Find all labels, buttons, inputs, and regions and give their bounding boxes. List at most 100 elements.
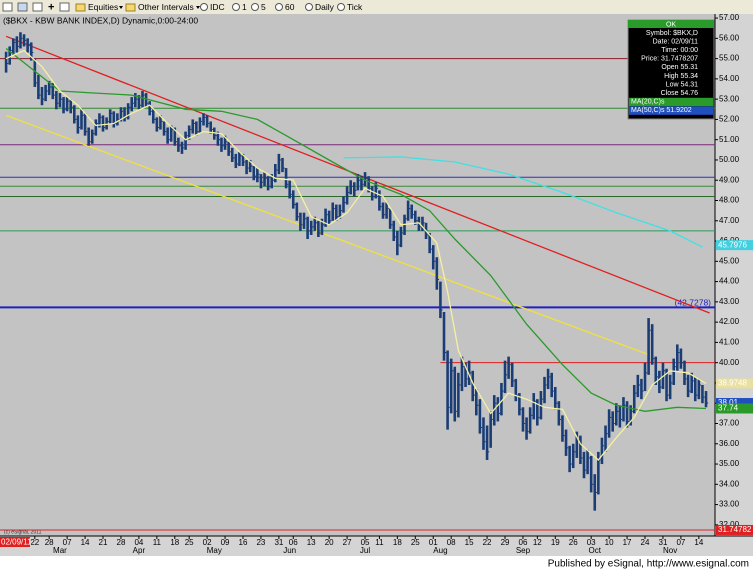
y-tick-label: 48.00 <box>719 196 740 205</box>
x-tick-label: 22 <box>483 538 492 547</box>
month-label: Jul <box>360 546 370 555</box>
radio-button[interactable] <box>337 3 345 11</box>
x-tick-label: 12 <box>533 538 542 547</box>
icon[interactable] <box>2 2 13 12</box>
x-tick-label: 22 <box>30 538 39 547</box>
y-tick-label: 37.00 <box>719 419 740 428</box>
toolbar-item[interactable]: 5 <box>261 2 266 12</box>
folder-icon[interactable] <box>75 3 86 12</box>
y-tick-label: 47.00 <box>719 216 740 225</box>
cursor-date-box <box>0 537 30 547</box>
x-tick-label: 07 <box>676 538 685 547</box>
info-study-box <box>629 97 713 107</box>
radio-button[interactable] <box>275 3 283 11</box>
y-tick-label: 36.00 <box>719 439 740 448</box>
info-line: Price: 31.7478207 <box>641 56 698 63</box>
dropdown-arrow[interactable] <box>196 6 200 9</box>
icon[interactable] <box>17 2 28 12</box>
y-tick-label: 49.00 <box>719 175 740 184</box>
x-tick-label: 06 <box>519 538 528 547</box>
x-tick-label: 18 <box>393 538 402 547</box>
x-tick-label: 28 <box>45 538 54 547</box>
icon[interactable] <box>59 2 70 12</box>
y-tick-label: 40.00 <box>719 358 740 367</box>
price-label: 31.74782 <box>718 525 752 534</box>
x-tick-label: 09 <box>221 538 230 547</box>
x-tick-label: 27 <box>343 538 352 547</box>
info-header-text: OK <box>666 21 676 28</box>
icon[interactable]: + <box>48 1 54 13</box>
y-tick-label: 50.00 <box>719 155 740 164</box>
toolbar-item[interactable]: Equities <box>88 2 118 12</box>
cursor-date: 02/09/11 <box>1 538 32 547</box>
x-tick-label: 14 <box>81 538 90 547</box>
toolbar-item[interactable]: Other Intervals <box>138 2 194 12</box>
toolbar-item[interactable]: IDC <box>210 2 225 12</box>
y-tick-label: 43.00 <box>719 297 740 306</box>
radio-button[interactable] <box>251 3 259 11</box>
moving-average <box>5 49 707 461</box>
moving-average <box>343 156 703 248</box>
icon[interactable] <box>32 2 43 12</box>
x-tick-label: 31 <box>274 538 283 547</box>
x-tick-label: 29 <box>501 538 510 547</box>
footer: Published by eSignal, http://www.esignal… <box>548 559 749 570</box>
price-axis <box>715 14 753 536</box>
x-tick-label: 15 <box>465 538 474 547</box>
x-tick-label: 08 <box>447 538 456 547</box>
x-tick-label: 18 <box>170 538 179 547</box>
x-tick-label: 20 <box>325 538 334 547</box>
price-label: 38.01 <box>718 398 739 407</box>
x-tick-label: 13 <box>307 538 316 547</box>
price-label-box <box>716 378 753 389</box>
info-line: Low 54.31 <box>666 81 698 88</box>
folder-icon[interactable] <box>125 3 136 12</box>
date-axis <box>0 536 753 556</box>
dropdown-arrow[interactable] <box>119 6 123 9</box>
radio-button[interactable] <box>305 3 313 11</box>
toolbar-item[interactable]: Daily <box>315 2 335 12</box>
y-tick-label: 41.00 <box>719 338 740 347</box>
radio-button[interactable] <box>232 3 240 11</box>
y-tick-label: 56.00 <box>719 33 740 42</box>
y-tick-label: 32.00 <box>719 520 740 529</box>
price-label: 37.74 <box>718 404 739 413</box>
y-tick-label: 45.00 <box>719 256 740 265</box>
x-tick-label: 17 <box>623 538 632 547</box>
info-study: MA(50,C)s 51.9202 <box>631 107 692 114</box>
y-tick-label: 52.00 <box>719 115 740 124</box>
footer-bar <box>0 556 753 572</box>
x-tick-label: 24 <box>641 538 650 547</box>
y-tick-label: 33.00 <box>719 500 740 509</box>
toolbar-icons: + <box>2 1 136 13</box>
radio-button[interactable] <box>200 3 208 11</box>
toolbar-item[interactable]: Tick <box>347 2 363 12</box>
x-tick-label: 25 <box>185 538 194 547</box>
info-line: High 55.34 <box>664 73 698 80</box>
x-tick-label: 02 <box>203 538 212 547</box>
x-tick-label: 07 <box>63 538 72 547</box>
x-tick-label: 03 <box>587 538 596 547</box>
toolbar-item[interactable]: 60 <box>285 2 295 12</box>
info-line: Time: 00:00 <box>661 47 698 54</box>
x-tick-label: 25 <box>411 538 420 547</box>
chart-title: ($BKX - KBW BANK INDEX,D) Dynamic,0:00-2… <box>3 15 198 25</box>
info-study: MA(20,C)s <box>631 99 665 106</box>
month-label: Jun <box>283 546 296 555</box>
moving-average <box>5 47 707 412</box>
x-tick-label: 14 <box>694 538 703 547</box>
x-tick-label: 19 <box>551 538 560 547</box>
price-label-box <box>716 398 753 409</box>
price-label: 38.9748 <box>718 379 747 388</box>
y-tick-label: 57.00 <box>719 13 740 22</box>
x-tick-label: 11 <box>153 538 162 547</box>
y-tick-label: 42.00 <box>719 317 740 326</box>
x-tick-label: 01 <box>429 538 438 547</box>
toolbar-item[interactable]: 1 <box>242 2 247 12</box>
y-tick-label: 35.00 <box>719 459 740 468</box>
info-line: Close 54.76 <box>661 90 698 97</box>
price-label-box <box>716 524 753 535</box>
month-label: Sep <box>516 546 531 555</box>
